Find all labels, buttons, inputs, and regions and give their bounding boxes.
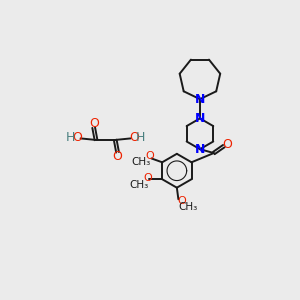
Text: O: O <box>143 173 152 184</box>
Text: O: O <box>73 131 82 144</box>
Text: N: N <box>195 112 205 125</box>
Text: N: N <box>195 143 205 156</box>
Text: CH₃: CH₃ <box>132 157 151 166</box>
Text: O: O <box>89 116 99 130</box>
Text: H: H <box>66 131 75 144</box>
Text: O: O <box>223 138 232 151</box>
Text: O: O <box>177 196 186 206</box>
Text: N: N <box>195 93 205 106</box>
Text: O: O <box>146 151 154 161</box>
Text: O: O <box>112 150 122 164</box>
Text: H: H <box>136 131 145 144</box>
Text: O: O <box>129 131 139 144</box>
Text: CH₃: CH₃ <box>130 180 149 190</box>
Text: CH₃: CH₃ <box>178 202 197 212</box>
